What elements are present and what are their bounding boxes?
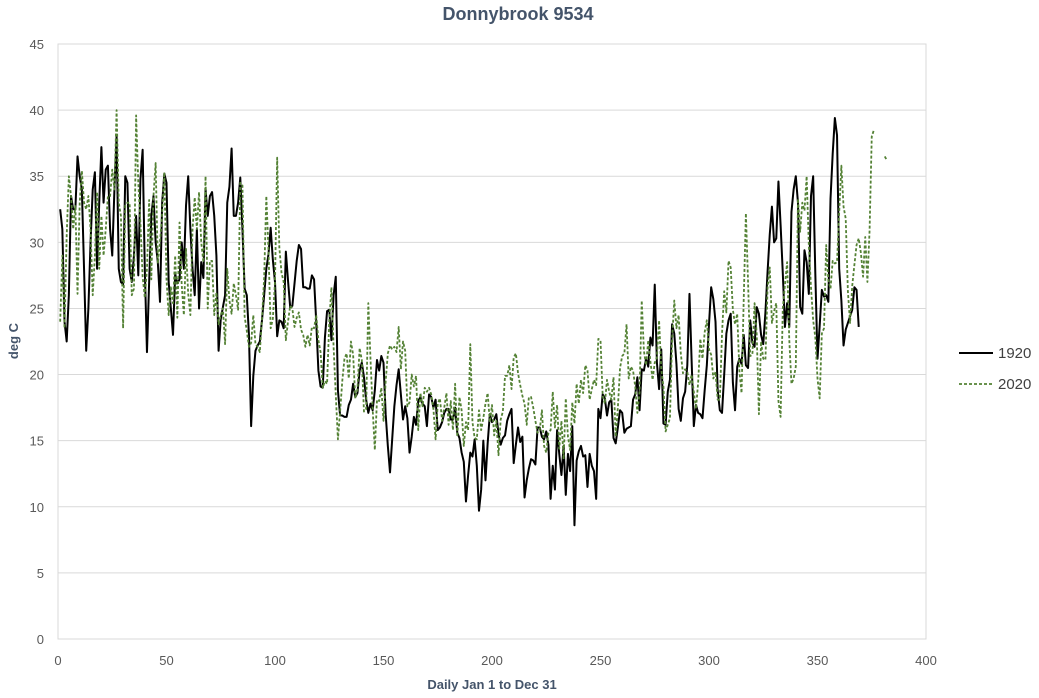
y-tick-label: 20 — [30, 368, 44, 383]
y-tick-label: 0 — [37, 632, 44, 647]
x-tick-label: 200 — [481, 653, 503, 668]
series-line-2020 — [59, 109, 888, 461]
legend-label-1920: 1920 — [998, 345, 1031, 362]
y-tick-label: 25 — [30, 301, 44, 316]
x-tick-label: 250 — [590, 653, 612, 668]
plot-area — [57, 43, 927, 640]
x-tick-label: 300 — [698, 653, 720, 668]
y-axis-title: deg C — [6, 322, 21, 359]
y-tick-label: 5 — [37, 566, 44, 581]
y-tick-label: 30 — [30, 235, 44, 250]
y-tick-label: 40 — [30, 103, 44, 118]
series-layer — [59, 109, 888, 527]
gridlines — [58, 109, 926, 574]
y-tick-label: 15 — [30, 434, 44, 449]
y-tick-label: 10 — [30, 500, 44, 515]
x-tick-label: 100 — [264, 653, 286, 668]
legend: 1920 2020 — [959, 345, 1031, 393]
chart-title: Donnybrook 9534 — [442, 4, 593, 24]
legend-label-2020: 2020 — [998, 376, 1031, 393]
y-axis-ticks: 0 5 10 15 20 25 30 35 40 45 — [30, 37, 44, 647]
x-axis-title: Daily Jan 1 to Dec 31 — [427, 677, 556, 692]
x-axis-ticks: 0 50 100 150 200 250 300 350 400 — [54, 653, 936, 668]
y-tick-label: 35 — [30, 169, 44, 184]
x-tick-label: 350 — [807, 653, 829, 668]
x-tick-label: 150 — [373, 653, 395, 668]
x-tick-label: 0 — [54, 653, 61, 668]
y-tick-label: 45 — [30, 37, 44, 52]
series-line-1920 — [59, 117, 860, 527]
x-tick-label: 50 — [159, 653, 173, 668]
x-tick-label: 400 — [915, 653, 937, 668]
